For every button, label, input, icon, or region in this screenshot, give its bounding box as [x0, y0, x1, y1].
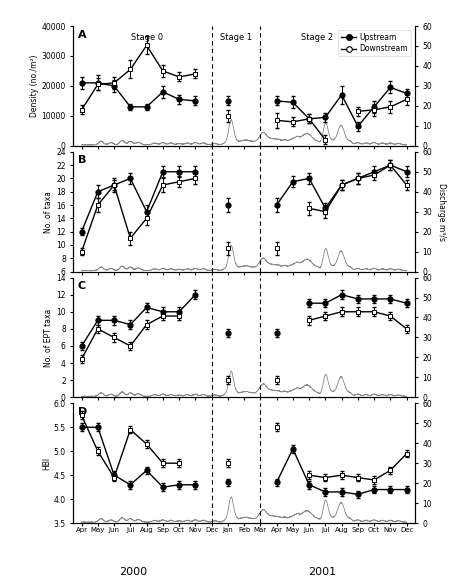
Legend: Upstream, Downstream: Upstream, Downstream — [338, 30, 411, 56]
Text: 2000: 2000 — [118, 567, 147, 577]
Y-axis label: No. of taxa: No. of taxa — [45, 191, 54, 232]
Text: Stage 2: Stage 2 — [301, 34, 333, 43]
Y-axis label: HBI: HBI — [42, 457, 51, 470]
Text: Stage 1: Stage 1 — [220, 34, 252, 43]
Text: Stage 0: Stage 0 — [130, 34, 163, 43]
Y-axis label: No. of EPT taxa: No. of EPT taxa — [45, 308, 54, 366]
Y-axis label: Discharge m³/s: Discharge m³/s — [437, 183, 446, 240]
Text: D: D — [78, 407, 87, 417]
Text: 2001: 2001 — [308, 567, 337, 577]
Y-axis label: Density (no./m²): Density (no./m²) — [30, 55, 39, 117]
Text: B: B — [78, 155, 86, 165]
Text: C: C — [78, 281, 86, 291]
Text: A: A — [78, 29, 87, 40]
